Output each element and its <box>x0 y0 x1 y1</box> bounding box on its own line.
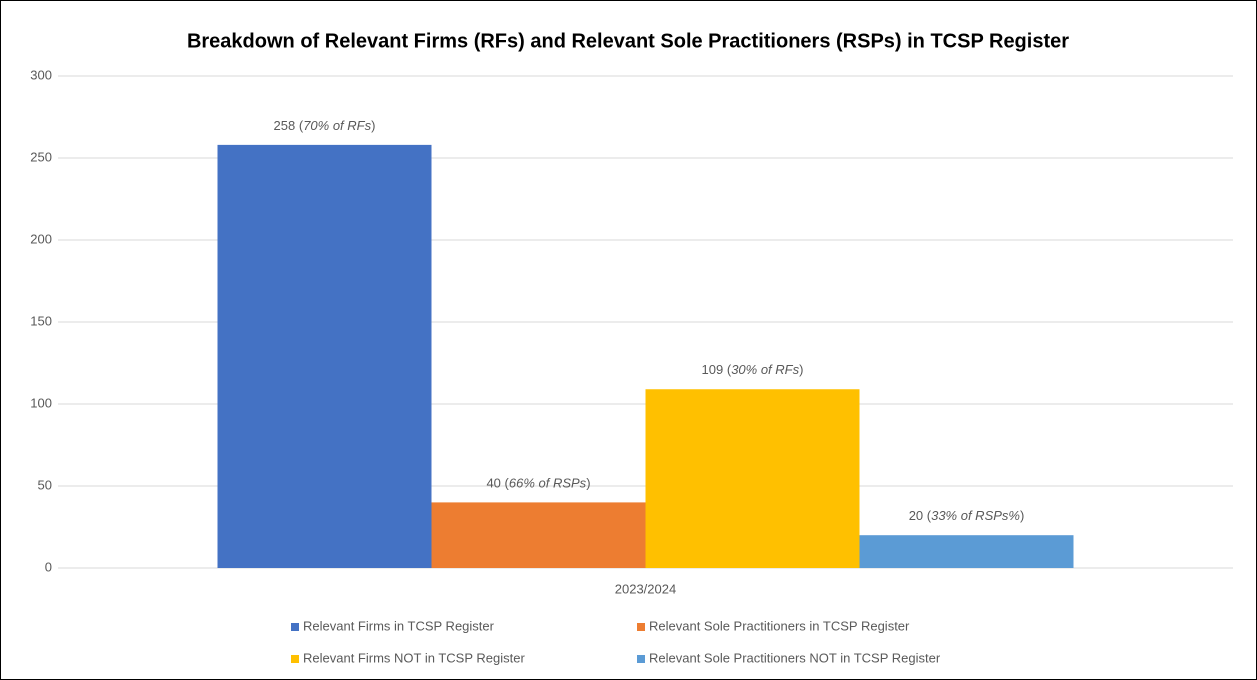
legend-label: Relevant Sole Practitioners in TCSP Regi… <box>649 618 910 633</box>
legend-label: Relevant Firms in TCSP Register <box>303 618 495 633</box>
y-tick-label: 250 <box>30 149 52 164</box>
bar <box>217 144 432 568</box>
legend-swatch <box>291 623 299 631</box>
y-tick-label: 200 <box>30 231 52 246</box>
y-tick-label: 100 <box>30 395 52 410</box>
y-tick-label: 0 <box>45 559 52 574</box>
legend-swatch <box>291 655 299 663</box>
legend-swatch <box>637 655 645 663</box>
data-label: 40 (66% of RSPs) <box>486 476 590 491</box>
data-label: 109 (30% of RFs) <box>702 363 804 378</box>
chart-title: Breakdown of Relevant Firms (RFs) and Re… <box>187 30 1069 52</box>
y-tick-label: 150 <box>30 313 52 328</box>
y-tick-label: 50 <box>38 477 52 492</box>
legend-swatch <box>637 623 645 631</box>
y-tick-label: 300 <box>30 67 52 82</box>
bar <box>859 535 1074 568</box>
data-label: 258 (70% of RFs) <box>274 118 376 133</box>
data-label: 20 (33% of RSPs%) <box>909 509 1025 524</box>
bar <box>431 502 646 568</box>
legend-label: Relevant Firms NOT in TCSP Register <box>303 650 525 665</box>
bar <box>645 389 860 568</box>
legend-label: Relevant Sole Practitioners NOT in TCSP … <box>649 650 941 665</box>
x-tick-label: 2023/2024 <box>615 581 676 596</box>
